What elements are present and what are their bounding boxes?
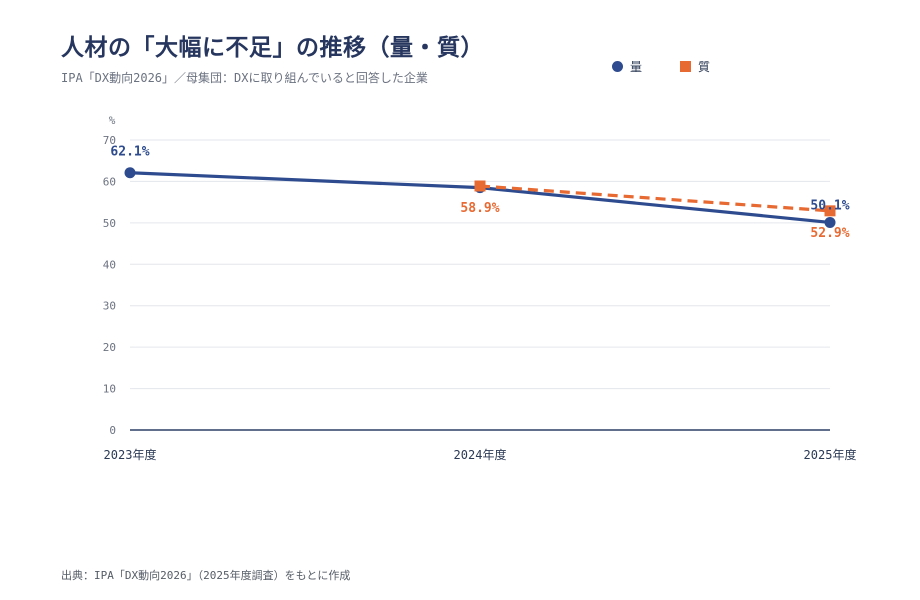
- y-unit-label: %: [109, 114, 116, 127]
- y-tick-label: 20: [103, 341, 116, 354]
- y-tick-label: 10: [103, 383, 116, 396]
- data-label-quality: 58.9%: [460, 201, 499, 216]
- data-point-quantity: [824, 216, 836, 228]
- data-point-quantity: [124, 167, 136, 179]
- y-tick-label: 50: [103, 217, 116, 230]
- y-tick-label: 0: [109, 424, 116, 437]
- y-tick-label: 70: [103, 134, 116, 147]
- y-tick-label: 60: [103, 175, 116, 188]
- data-point-quality: [824, 205, 836, 217]
- chart-subtitle: IPA「DX動向2026」／母集団：DXに取り組んでいると回答した企業: [61, 71, 428, 85]
- x-tick-label: 2023年度: [104, 447, 157, 462]
- data-point-quality: [474, 180, 486, 192]
- legend-label-quality: 質: [698, 60, 711, 74]
- y-tick-label: 30: [103, 300, 116, 313]
- legend-square-marker: [680, 61, 692, 72]
- x-tick-label: 2025年度: [804, 447, 857, 462]
- legend-label-quantity: 量: [630, 60, 643, 74]
- legend-circle-marker: [612, 61, 623, 72]
- chart-title: 人材の「大幅に不足」の推移（量・質）: [61, 35, 484, 61]
- source-note: 出典：IPA「DX動向2026」（2025年度調査）をもとに作成: [61, 569, 351, 582]
- data-label-quantity: 50.1%: [810, 198, 849, 213]
- y-tick-label: 40: [103, 258, 116, 271]
- legend-item-quantity: 量: [612, 58, 642, 75]
- legend: 量 質: [612, 58, 748, 75]
- data-label-quantity: 62.1%: [110, 145, 149, 160]
- x-tick-label: 2024年度: [454, 447, 507, 462]
- series-line-quality: [479, 184, 831, 213]
- legend-item-quality: 質: [680, 58, 710, 75]
- data-label-quality: 52.9%: [810, 226, 849, 241]
